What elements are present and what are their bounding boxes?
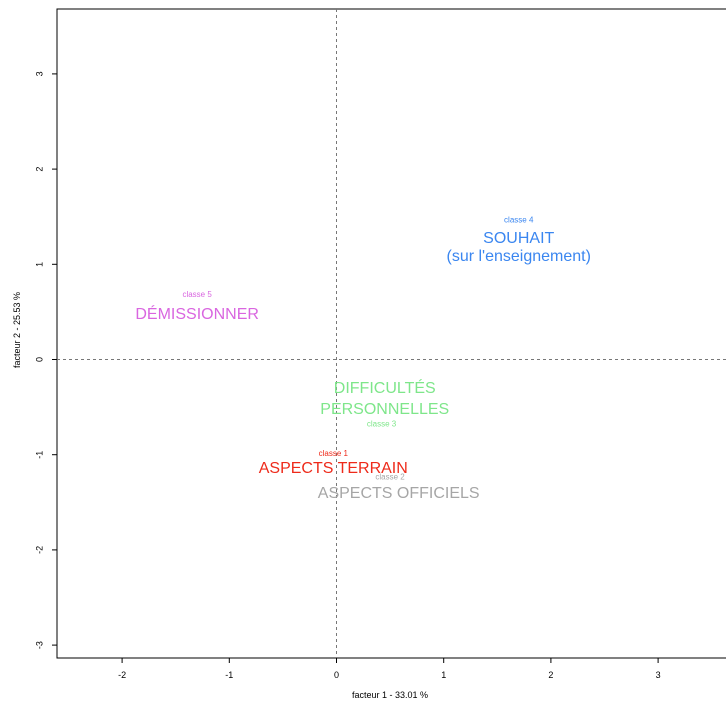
y-tick-label: 1	[34, 262, 44, 267]
class-word: (sur l'enseignement)	[447, 248, 591, 265]
x-tick-label: 2	[548, 670, 553, 680]
class-word: SOUHAIT	[483, 230, 554, 247]
class-word: DÉMISSIONNER	[135, 304, 259, 323]
x-tick-label: 1	[441, 670, 446, 680]
x-tick-label: -1	[225, 670, 233, 680]
class-word: ASPECTS TERRAIN	[259, 460, 408, 477]
y-axis-title: facteur 2 - 25.53 %	[12, 292, 22, 368]
class-word: PERSONNELLES	[320, 401, 449, 418]
y-tick-label: -3	[34, 641, 44, 649]
y-tick-label: -1	[34, 451, 44, 459]
class-label: classe 1	[319, 449, 349, 458]
class-label: classe 5	[182, 290, 212, 299]
y-tick-label: 3	[34, 71, 44, 76]
class-label: classe 4	[504, 216, 534, 225]
plot-frame	[56, 8, 726, 659]
y-tick-label: -2	[34, 546, 44, 554]
class-label: classe 3	[367, 419, 397, 428]
class-label: classe 2	[375, 473, 405, 482]
y-tick-label: 0	[34, 357, 44, 362]
y-tick-label: 2	[34, 167, 44, 172]
x-tick-label: -2	[118, 670, 126, 680]
x-tick-label: 3	[656, 670, 661, 680]
class-word: DIFFICULTÉS	[334, 378, 436, 397]
class-word: ASPECTS OFFICIELS	[318, 485, 480, 502]
x-axis-title: facteur 1 - 33.01 %	[352, 690, 428, 700]
x-tick-label: 0	[334, 670, 339, 680]
